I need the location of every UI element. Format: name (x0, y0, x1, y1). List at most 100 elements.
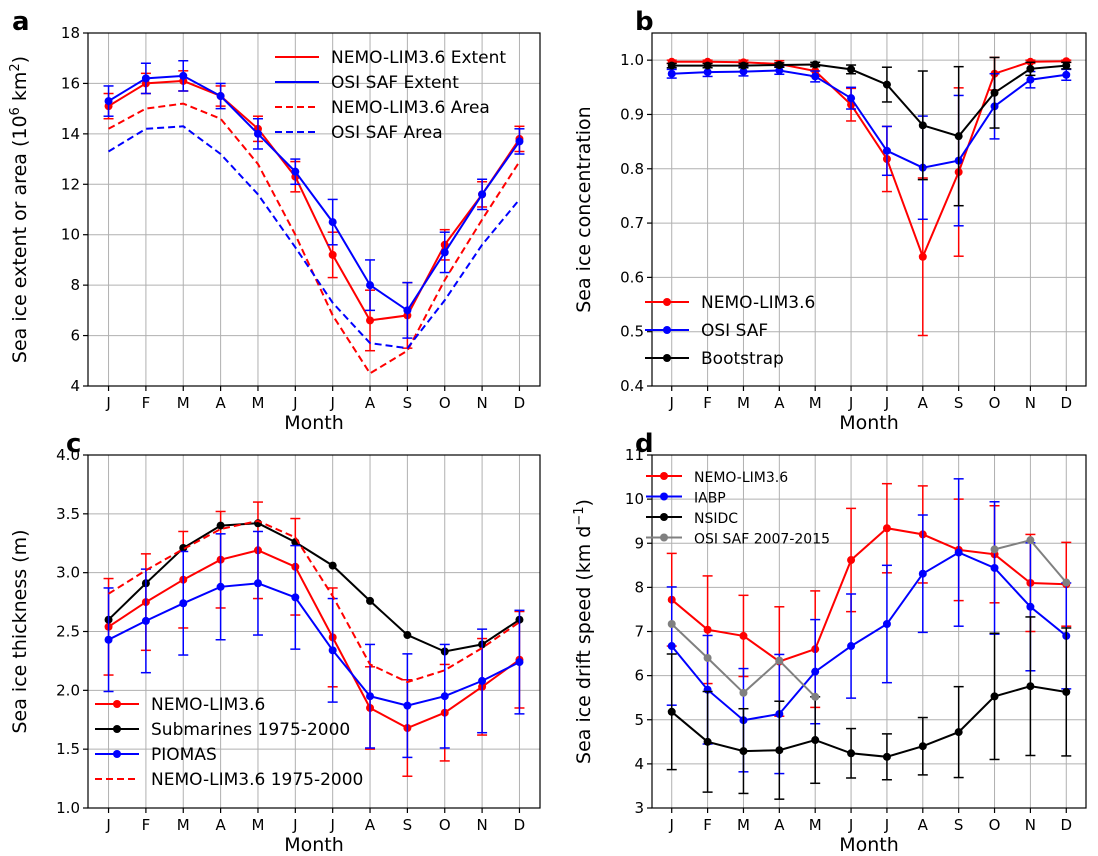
data-point (703, 68, 712, 77)
legend-label: OSI SAF Extent (331, 73, 459, 93)
x-axis-label: Month (839, 412, 899, 434)
data-point (703, 625, 712, 634)
legend-marker (660, 513, 668, 521)
series-line (671, 63, 1067, 138)
x-tick-label: A (365, 394, 376, 412)
legend-label: IABP (694, 491, 726, 507)
data-point (1062, 70, 1071, 79)
y-tick-label: 18 (61, 24, 80, 42)
y-tick-label: 4.0 (56, 446, 80, 464)
legend-marker (663, 326, 671, 334)
data-point (104, 635, 113, 644)
data-point (990, 545, 999, 554)
x-tick-label: O (989, 816, 1001, 834)
data-point (990, 692, 999, 701)
series-line (671, 60, 1067, 260)
data-point (775, 61, 784, 70)
data-point (179, 71, 188, 80)
data-point (515, 137, 524, 146)
series-osi-saf-extent (103, 59, 525, 339)
x-tick-label: A (215, 816, 226, 834)
x-tick-label: F (703, 816, 712, 834)
data-point (253, 579, 262, 588)
y-tick-label: 9 (634, 534, 644, 552)
x-tick-label: J (105, 816, 110, 834)
data-point (1062, 578, 1071, 587)
legend: NEMO-LIM3.6 IABP NSIDC OSI SAF 2007-2015 (646, 470, 830, 548)
data-point (366, 281, 375, 290)
data-point (775, 656, 784, 665)
data-point (847, 94, 856, 103)
x-tick-label: J (848, 394, 853, 412)
legend: NEMO-LIM3.6 OSI SAF Bootstrap (645, 293, 815, 369)
y-tick-label: 14 (61, 125, 80, 143)
data-point (739, 67, 748, 76)
x-tick-label: N (476, 394, 487, 412)
series-line (107, 74, 521, 312)
panel-a: 4 6 8 10 12 14 16 18 J F M A M J J A S O N D Month Sea ice ex… (8, 7, 541, 434)
x-tick-label: S (403, 394, 413, 412)
legend-label: OSI SAF Area (331, 123, 443, 143)
series-line (671, 685, 1067, 758)
data-point (918, 252, 927, 261)
data-point (954, 132, 963, 141)
series-submarines-1975-2000 (104, 519, 524, 656)
x-axis-label: Month (284, 834, 344, 856)
x-tick-label: J (884, 394, 889, 412)
y-tick-label: 0.8 (620, 160, 644, 178)
data-point (1026, 536, 1035, 545)
legend: NEMO-LIM3.6 Extent OSI SAF Extent NEMO-LIM… (275, 48, 506, 143)
data-point (366, 316, 375, 325)
y-tick-label: 16 (61, 74, 80, 92)
y-tick-label: 12 (61, 175, 80, 193)
legend-label: NSIDC (694, 511, 738, 527)
legend-label: NEMO-LIM3.6 (694, 470, 788, 486)
legend-marker (663, 354, 671, 362)
legend-label: OSI SAF (701, 321, 768, 341)
data-point (141, 616, 150, 625)
panel-letter: d (635, 429, 654, 459)
data-point (703, 61, 712, 70)
x-tick-label: J (669, 816, 674, 834)
series-line (108, 102, 521, 375)
plot-frame (87, 32, 541, 387)
data-point (1026, 602, 1035, 611)
data-point (328, 218, 337, 227)
x-tick-label: A (774, 394, 785, 412)
y-axis-label: Sea ice extent or area (106 km2) (8, 56, 31, 363)
x-tick-label: D (514, 816, 526, 834)
data-point (667, 61, 676, 70)
y-tick-label: 10 (61, 226, 80, 244)
series-line (671, 69, 1067, 169)
x-tick-label: S (954, 394, 964, 412)
series-iabp (666, 478, 1072, 775)
data-point (179, 599, 188, 608)
data-point (328, 561, 337, 570)
data-point (1026, 75, 1035, 84)
y-tick-label: 6 (634, 667, 644, 685)
y-tick-label: 1.5 (56, 740, 80, 758)
series-line (107, 519, 521, 684)
data-point (775, 746, 784, 755)
series-line (107, 522, 521, 653)
data-point (739, 688, 748, 697)
y-tick-label: 3 (634, 799, 644, 817)
data-point (1062, 687, 1071, 696)
series-nemo-lim3-6-1975-2000 (107, 519, 521, 684)
series-nsidc (666, 616, 1072, 800)
data-point (954, 548, 963, 557)
data-point (811, 692, 820, 701)
x-tick-label: M (177, 816, 190, 834)
legend-label: OSI SAF 2007-2015 (694, 532, 830, 548)
legend-label: NEMO-LIM3.6 1975-2000 (151, 770, 363, 790)
data-point (739, 61, 748, 70)
x-tick-label: O (439, 816, 451, 834)
legend-marker (113, 725, 121, 733)
y-axis-label: Sea ice drift speed (km d−1) (572, 499, 595, 764)
data-point (739, 631, 748, 640)
data-point (667, 642, 676, 651)
y-axis-label: Sea ice concentration (573, 106, 595, 312)
y-tick-label: 10 (625, 490, 644, 508)
legend-label: PIOMAS (151, 745, 217, 765)
